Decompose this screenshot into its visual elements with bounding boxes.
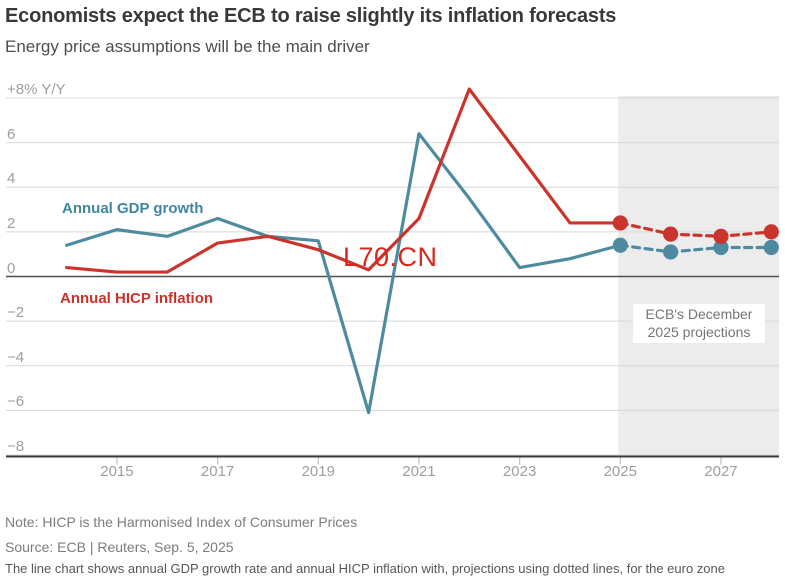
y-tick-label: 6: [7, 125, 16, 143]
x-tick-label: 2017: [200, 463, 235, 480]
x-tick-label: 2019: [301, 463, 335, 480]
y-tick-label: −8: [7, 438, 25, 455]
line-chart-canvas: [6, 87, 779, 465]
y-tick-label: 4: [7, 170, 16, 188]
projection-band-label: ECB's December 2025 projections: [633, 304, 765, 343]
projection-band-label-line2: 2025 projections: [647, 323, 751, 340]
projection-dot-1: [763, 224, 779, 240]
x-tick-label: 2015: [100, 463, 134, 480]
projection-dot-0: [763, 239, 779, 256]
legend-label-gdp-growth: Annual GDP growth: [62, 200, 204, 217]
series-line-dashed-0: [618, 243, 773, 254]
series-line-solid-1: [64, 87, 622, 274]
x-tick-label: 2021: [402, 463, 436, 480]
series-line-dashed-1: [618, 221, 773, 238]
watermark-text: L70.CN: [343, 242, 438, 272]
y-tick-label: −6: [7, 393, 25, 411]
projection-dot-0: [713, 239, 729, 256]
projection-dot-1: [612, 215, 628, 231]
page-title: Economists expect the ECB to raise sligh…: [5, 5, 617, 27]
projection-band-label-line1: ECB's December: [645, 306, 753, 322]
y-tick-label: −4: [7, 348, 25, 366]
y-tick-label: −2: [7, 304, 25, 322]
legend-label-hicp-inflation: Annual HICP inflation: [60, 290, 214, 307]
projection-dot-0: [612, 237, 628, 253]
x-tick-label: 2025: [603, 463, 637, 480]
projection-dot-0: [663, 244, 679, 260]
x-tick-label: 2027: [704, 463, 738, 480]
page-subtitle: Energy price assumptions will be the mai…: [5, 37, 370, 56]
projection-dot-1: [663, 226, 679, 242]
alt-text-caption: The line chart shows annual GDP growth r…: [5, 561, 725, 576]
source-line: Source: ECB | Reuters, Sep. 5, 2025: [5, 539, 234, 555]
projection-dot-1: [713, 228, 729, 244]
footnote: Note: HICP is the Harmonised Index of Co…: [5, 514, 358, 530]
x-tick-label: 2023: [502, 463, 537, 480]
y-tick-label: 2: [7, 214, 16, 232]
series-line-solid-0: [64, 132, 622, 415]
chart-area: +8% Y/Y 6 4 2 0 −2 −4 −6 −8 2015 2017 2019 2021 2023…: [0, 80, 785, 485]
y-tick-label: 0: [7, 259, 16, 277]
y-tick-label: +8% Y/Y: [7, 81, 66, 98]
